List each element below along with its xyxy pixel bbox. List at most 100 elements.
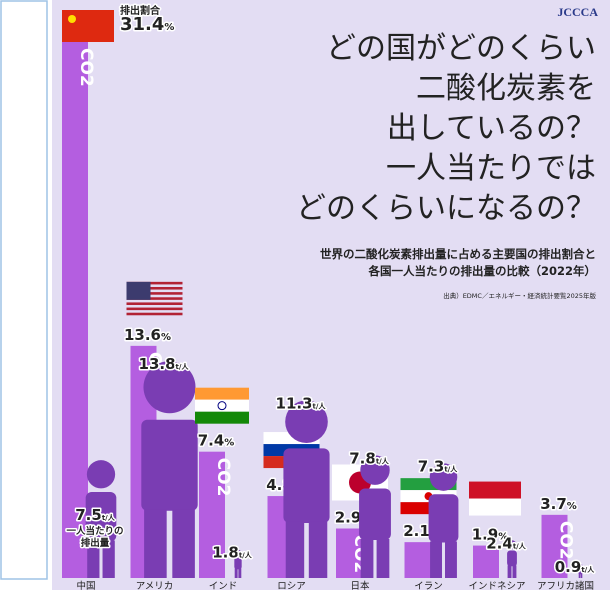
bar [336,528,362,578]
bar-label: CO2 [76,48,96,87]
per-capita-unit: t/人 [513,541,527,550]
share-value: 7.4 [198,432,225,450]
x-tick-label: 中国 [76,580,95,590]
flag [62,10,114,42]
x-tick-label: アフリカ諸国 [537,580,594,590]
share-value: 31.4 [120,14,164,35]
person-leg [234,568,238,578]
person-leg [144,509,167,578]
flag-group [126,281,183,316]
x-tick-label: 日本 [350,580,370,590]
per-capita-value: 13.8 [139,355,176,373]
title-line: 一人当たりでは [386,151,596,186]
bar-label: CO2 [556,521,576,560]
flag-stripe [195,387,249,400]
person-leg [507,565,512,578]
flag-stripe [400,502,457,515]
person-body [141,419,198,511]
person [428,463,459,578]
per-capita-unit: t/人 [376,456,390,465]
flag-stripe [126,297,183,300]
per-capita-label: 7.3t/人 [418,457,458,475]
flag-stripe [469,481,521,499]
person-head [578,563,583,568]
per-capita-label: 2.4t/人 [486,534,526,552]
person-leg [285,521,305,578]
flag-group [195,387,249,424]
flag-stripe [126,286,183,290]
title-line: 二酸化炭素を [416,71,596,106]
per-capita-value: 7.3 [418,457,445,475]
flag-stripe [469,498,521,516]
flag-star [68,15,76,23]
person-body [428,494,459,543]
share-label: 7.4% [198,432,235,450]
person-body [85,491,117,542]
share-label: 1.9% [472,526,509,544]
per-capita-caption: 排出量 [81,537,110,549]
per-capita-label: 7.5t/人 [75,506,115,524]
share-caption: 排出割合 [120,4,161,17]
flag-group [62,10,114,42]
person-head [143,361,196,414]
source: 出典）EDMC／エネルギー・経済統計要覧2025年版 [443,291,596,300]
person-body [578,568,583,575]
person-head [429,463,458,491]
person-head [285,400,328,444]
per-capita-unit: t/人 [313,401,327,410]
person-leg [512,565,517,578]
person [578,563,583,578]
per-capita-label: 7.8t/人 [349,449,389,467]
share-value: 13.6 [124,326,161,344]
person-leg [578,573,581,578]
per-capita-value: 2.4 [486,534,513,552]
person-leg [376,539,390,578]
per-capita-value: 1.8 [212,544,239,562]
person-leg [238,568,242,578]
share-label: 31.4% [120,14,174,35]
person-leg [172,509,195,578]
share-unit: % [224,438,234,449]
subtitle-line: 各国一人当たりの排出量の比較（2022年） [367,264,596,278]
logo: JCCCA [557,5,598,19]
per-capita-label: 13.8t/人 [139,355,190,373]
x-tick-label: インド [209,581,238,590]
per-capita-unit: t/人 [444,464,458,473]
person-body [234,557,242,570]
person-head [234,549,242,557]
person [141,361,198,578]
share-value: 3.7 [540,495,567,513]
flag-stripe [126,302,183,305]
flag-stripe [126,281,183,285]
person [283,400,330,578]
person [359,455,391,578]
per-capita-unit: t/人 [176,362,190,371]
per-capita-value: 7.8 [349,449,376,467]
share-unit: % [498,532,508,543]
share-unit: % [164,22,174,33]
share-value: 2.1 [403,522,430,540]
person-head [86,460,116,489]
flag-wheel [217,401,227,411]
x-tick-label: イラン [414,581,443,590]
per-capita-value: 11.3 [276,394,313,412]
per-capita-unit: t/人 [581,565,595,574]
flag-stripe [126,312,183,316]
flag-stripe [195,399,249,412]
person-leg [87,540,100,578]
bar [541,514,568,578]
person-leg [430,541,443,578]
flag-stripe [126,292,183,295]
person-head [360,455,390,485]
bar [404,542,431,578]
subtitle-line: 世界の二酸化炭素排出量に占める主要国の排出割合と [320,247,596,261]
person-body [507,550,517,567]
person [234,549,242,578]
share-value: 2.9 [335,508,362,526]
person [85,460,117,578]
bar [199,451,225,578]
person-body [283,448,330,523]
side-panel [0,0,48,580]
person-leg [102,540,115,578]
